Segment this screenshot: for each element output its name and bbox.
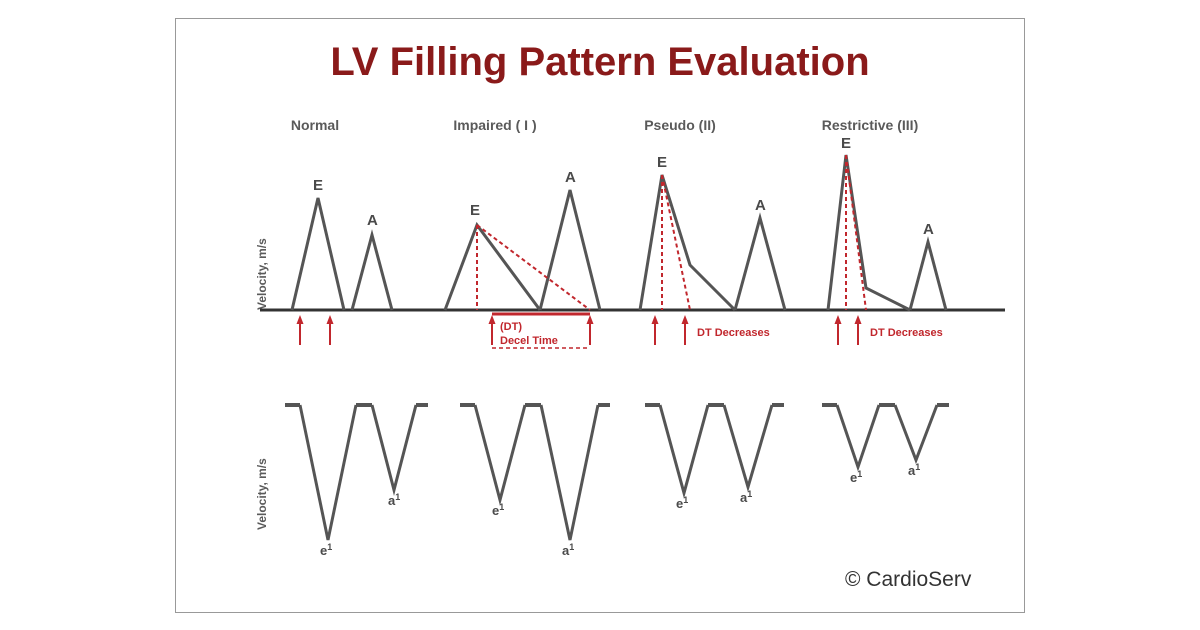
dt-slope	[846, 155, 866, 310]
dt-annotation: (DT)	[500, 321, 522, 333]
a-prime-restrictive	[895, 405, 937, 460]
dt-annotation: DT Decreases	[697, 327, 770, 339]
a-prime-label-normal: a1	[388, 492, 400, 508]
e-wave-impaired	[445, 225, 540, 310]
dt-arrow-head	[489, 315, 496, 324]
panel-header-restrictive: Restrictive (III)	[822, 117, 918, 133]
panel-header-normal: Normal	[291, 117, 339, 133]
waveform-svg: Normal E A Impaired ( I ) E A (DT) Decel Time Ps…	[0, 0, 1200, 630]
a-wave-pseudo	[735, 218, 785, 310]
e-prime-pseudo	[660, 405, 708, 493]
dt-slope	[662, 175, 690, 310]
e-prime-impaired	[475, 405, 525, 500]
a-wave-normal	[352, 235, 392, 310]
e-label-impaired: E	[470, 202, 480, 219]
e-label-restrictive: E	[841, 135, 851, 152]
e-wave-restrictive	[828, 155, 910, 310]
a-prime-label-impaired: a1	[562, 542, 574, 558]
a-wave-impaired	[540, 190, 600, 310]
dt-annotation: Decel Time	[500, 335, 558, 347]
panel-header-impaired: Impaired ( I )	[453, 117, 536, 133]
a-prime-pseudo	[724, 405, 772, 487]
a-label-normal: A	[367, 212, 378, 229]
dt-arrow-head	[835, 315, 842, 324]
a-label-restrictive: A	[923, 221, 934, 238]
a-wave-restrictive	[910, 242, 946, 310]
a-label-impaired: A	[565, 169, 576, 186]
e-prime-label-restrictive: e1	[850, 469, 862, 485]
a-prime-label-restrictive: a1	[908, 462, 920, 478]
e-prime-label-normal: e1	[320, 542, 332, 558]
e-label-normal: E	[313, 177, 323, 194]
dt-slope	[477, 225, 590, 310]
e-prime-restrictive	[837, 405, 879, 467]
e-prime-label-pseudo: e1	[676, 495, 688, 511]
e-label-pseudo: E	[657, 154, 667, 171]
dt-arrow-head	[327, 315, 334, 324]
dt-arrow-head	[682, 315, 689, 324]
dt-arrow-head	[652, 315, 659, 324]
dt-annotation: DT Decreases	[870, 327, 943, 339]
e-wave-normal	[292, 198, 344, 310]
e-wave-pseudo	[640, 175, 735, 310]
e-prime-label-impaired: e1	[492, 502, 504, 518]
a-prime-normal	[372, 405, 416, 490]
dt-arrow-head	[587, 315, 594, 324]
panel-header-pseudo: Pseudo (II)	[644, 117, 716, 133]
dt-arrow-head	[297, 315, 304, 324]
e-prime-normal	[300, 405, 356, 540]
dt-arrow-head	[855, 315, 862, 324]
a-label-pseudo: A	[755, 197, 766, 214]
a-prime-impaired	[541, 405, 598, 540]
a-prime-label-pseudo: a1	[740, 489, 752, 505]
